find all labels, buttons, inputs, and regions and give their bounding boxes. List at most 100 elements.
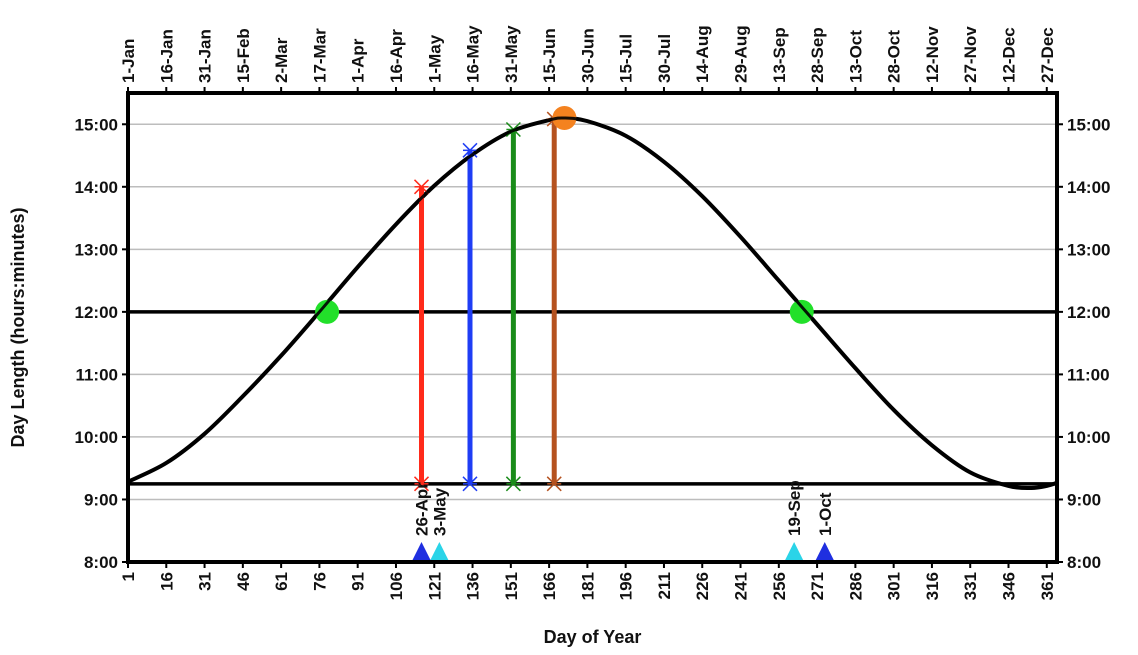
x-tick-label-bottom-16: 241 bbox=[732, 572, 751, 600]
x-tick-label-bottom-4: 61 bbox=[272, 572, 291, 591]
bar-bottom-marker-1 bbox=[462, 476, 478, 492]
x-tick-label-bottom-1: 16 bbox=[157, 572, 176, 591]
x-tick-label-top-19: 13-Oct bbox=[846, 30, 865, 83]
x-tick-label-bottom-22: 331 bbox=[961, 572, 980, 600]
date-marker-triangle-3 bbox=[815, 542, 834, 560]
x-tick-label-top-0: 1-Jan bbox=[119, 39, 138, 83]
x-tick-label-top-14: 30-Jul bbox=[655, 34, 674, 83]
x-tick-label-top-2: 31-Jan bbox=[196, 29, 215, 83]
x-tick-label-bottom-23: 346 bbox=[1000, 572, 1019, 600]
x-tick-label-top-11: 15-Jun bbox=[540, 28, 559, 83]
x-tick-label-top-1: 16-Jan bbox=[157, 29, 176, 83]
x-tick-label-bottom-5: 76 bbox=[310, 572, 329, 591]
x-tick-label-bottom-0: 1 bbox=[119, 572, 138, 581]
x-tick-label-bottom-2: 31 bbox=[196, 572, 215, 591]
x-tick-label-bottom-13: 196 bbox=[617, 572, 636, 600]
x-tick-label-bottom-11: 166 bbox=[540, 572, 559, 600]
x-tick-label-top-9: 16-May bbox=[464, 25, 483, 83]
y-tick-label-right-6: 14:00 bbox=[1067, 178, 1110, 197]
y-axis-left: 8:00 9:00 10:00 11:00 12:00 13:00 14:00 15:00 bbox=[75, 115, 128, 572]
x-tick-label-top-12: 30-Jun bbox=[578, 28, 597, 83]
x-tick-label-top-4: 2-Mar bbox=[272, 37, 291, 83]
y-tick-label-left-2: 10:00 bbox=[75, 428, 118, 447]
x-tick-label-bottom-3: 46 bbox=[234, 572, 253, 591]
x-tick-label-bottom-19: 286 bbox=[846, 572, 865, 600]
x-tick-label-bottom-20: 301 bbox=[885, 572, 904, 600]
y-tick-label-right-4: 12:00 bbox=[1067, 303, 1110, 322]
x-tick-label-top-22: 27-Nov bbox=[961, 26, 980, 83]
bar-bottom-marker-0-d2 bbox=[413, 476, 430, 492]
x-axis-top: 1-Jan 16-Jan 31-Jan 15-Feb 2-Mar 17-Mar 1-Apr 1… bbox=[119, 25, 1057, 93]
x-axis-title: Day of Year bbox=[544, 627, 642, 647]
x-axis-bottom: 1 16 31 46 61 76 91 106 121 136 151 166 181 196 211 226… bbox=[119, 562, 1057, 600]
point-markers bbox=[127, 106, 1058, 490]
y-tick-label-left-6: 14:00 bbox=[75, 178, 118, 197]
y-axis-right: 8:00 9:00 10:00 11:00 12:00 13:00 14:00 15:00 bbox=[1057, 115, 1110, 572]
y-tick-label-right-5: 13:00 bbox=[1067, 240, 1110, 259]
x-tick-label-top-16: 29-Aug bbox=[732, 25, 751, 83]
bar-bottom-marker-0 bbox=[413, 476, 430, 492]
bar-bottom-marker-3 bbox=[546, 476, 562, 492]
x-tick-label-top-24: 27-Dec bbox=[1038, 27, 1057, 83]
date-marker-label-3: 1-Oct bbox=[816, 492, 835, 536]
x-tick-label-bottom-7: 106 bbox=[387, 572, 406, 600]
x-tick-label-top-8: 1-May bbox=[425, 34, 444, 83]
y-tick-label-left-4: 12:00 bbox=[75, 303, 118, 322]
date-marker-triangle-0 bbox=[412, 542, 431, 560]
x-tick-label-top-5: 17-Mar bbox=[310, 28, 329, 83]
x-tick-label-bottom-15: 226 bbox=[693, 572, 712, 600]
date-marker-label-0: 26-Apr bbox=[413, 482, 432, 536]
y-tick-label-left-7: 15:00 bbox=[75, 115, 118, 134]
x-tick-label-bottom-6: 91 bbox=[349, 572, 368, 591]
plot-frame bbox=[126, 91, 1059, 564]
x-tick-label-top-21: 12-Nov bbox=[923, 26, 942, 83]
x-tick-label-bottom-17: 256 bbox=[770, 572, 789, 600]
x-tick-label-bottom-18: 271 bbox=[808, 572, 827, 600]
equinox-marker-1 bbox=[789, 299, 814, 324]
equinox-marker-0 bbox=[315, 299, 340, 324]
x-tick-label-bottom-12: 181 bbox=[578, 572, 597, 600]
x-tick-label-top-3: 15-Feb bbox=[234, 28, 253, 83]
date-marker-triangle-1 bbox=[430, 542, 449, 560]
x-tick-label-top-6: 1-Apr bbox=[349, 38, 368, 83]
date-marker-label-2: 19-Sep bbox=[785, 480, 804, 536]
y-tick-label-left-0: 8:00 bbox=[84, 553, 118, 572]
x-tick-label-bottom-8: 121 bbox=[425, 572, 444, 600]
x-tick-label-top-20: 28-Oct bbox=[885, 30, 904, 83]
bar-bottom-marker-2 bbox=[505, 476, 521, 492]
x-tick-label-top-18: 28-Sep bbox=[808, 27, 827, 83]
y-tick-label-left-1: 9:00 bbox=[84, 490, 118, 509]
y-tick-label-left-5: 13:00 bbox=[75, 240, 118, 259]
bar-bottom-marker-2-d2 bbox=[505, 476, 521, 492]
y-tick-label-right-7: 15:00 bbox=[1067, 115, 1110, 134]
x-tick-label-top-13: 15-Jul bbox=[617, 34, 636, 83]
y-axis-title: Day Length (hours:minutes) bbox=[8, 207, 28, 447]
y-tick-label-right-1: 9:00 bbox=[1067, 490, 1101, 509]
date-marker-label-1: 3-May bbox=[430, 487, 449, 536]
reference-lines bbox=[128, 310, 1057, 486]
bar-top-marker-1-d2 bbox=[462, 142, 478, 158]
bar-bottom-marker-3-d2 bbox=[546, 476, 562, 492]
x-tick-label-top-10: 31-May bbox=[502, 25, 521, 83]
x-tick-label-top-23: 12-Dec bbox=[1000, 27, 1019, 83]
y-tick-label-right-3: 11:00 bbox=[1067, 365, 1110, 384]
x-tick-label-bottom-21: 316 bbox=[923, 572, 942, 600]
x-tick-label-top-15: 14-Aug bbox=[693, 25, 712, 83]
y-tick-label-right-2: 10:00 bbox=[1067, 428, 1110, 447]
bar-top-marker-1 bbox=[462, 142, 478, 158]
y-tick-label-right-0: 8:00 bbox=[1067, 553, 1101, 572]
curve-overlay bbox=[127, 116, 1058, 490]
x-tick-label-bottom-10: 151 bbox=[502, 572, 521, 600]
vertical-bars bbox=[413, 111, 562, 492]
date-marker-triangle-2 bbox=[785, 542, 804, 560]
bar-top-marker-0-d2 bbox=[413, 179, 430, 195]
x-tick-label-top-17: 13-Sep bbox=[770, 27, 789, 83]
y-tick-label-left-3: 11:00 bbox=[75, 365, 118, 384]
grid-lines bbox=[128, 123, 1057, 563]
x-tick-label-bottom-9: 136 bbox=[464, 572, 483, 600]
bar-bottom-marker-1-d2 bbox=[462, 476, 478, 492]
x-tick-label-bottom-24: 361 bbox=[1038, 572, 1057, 600]
x-tick-label-top-7: 16-Apr bbox=[387, 29, 406, 83]
